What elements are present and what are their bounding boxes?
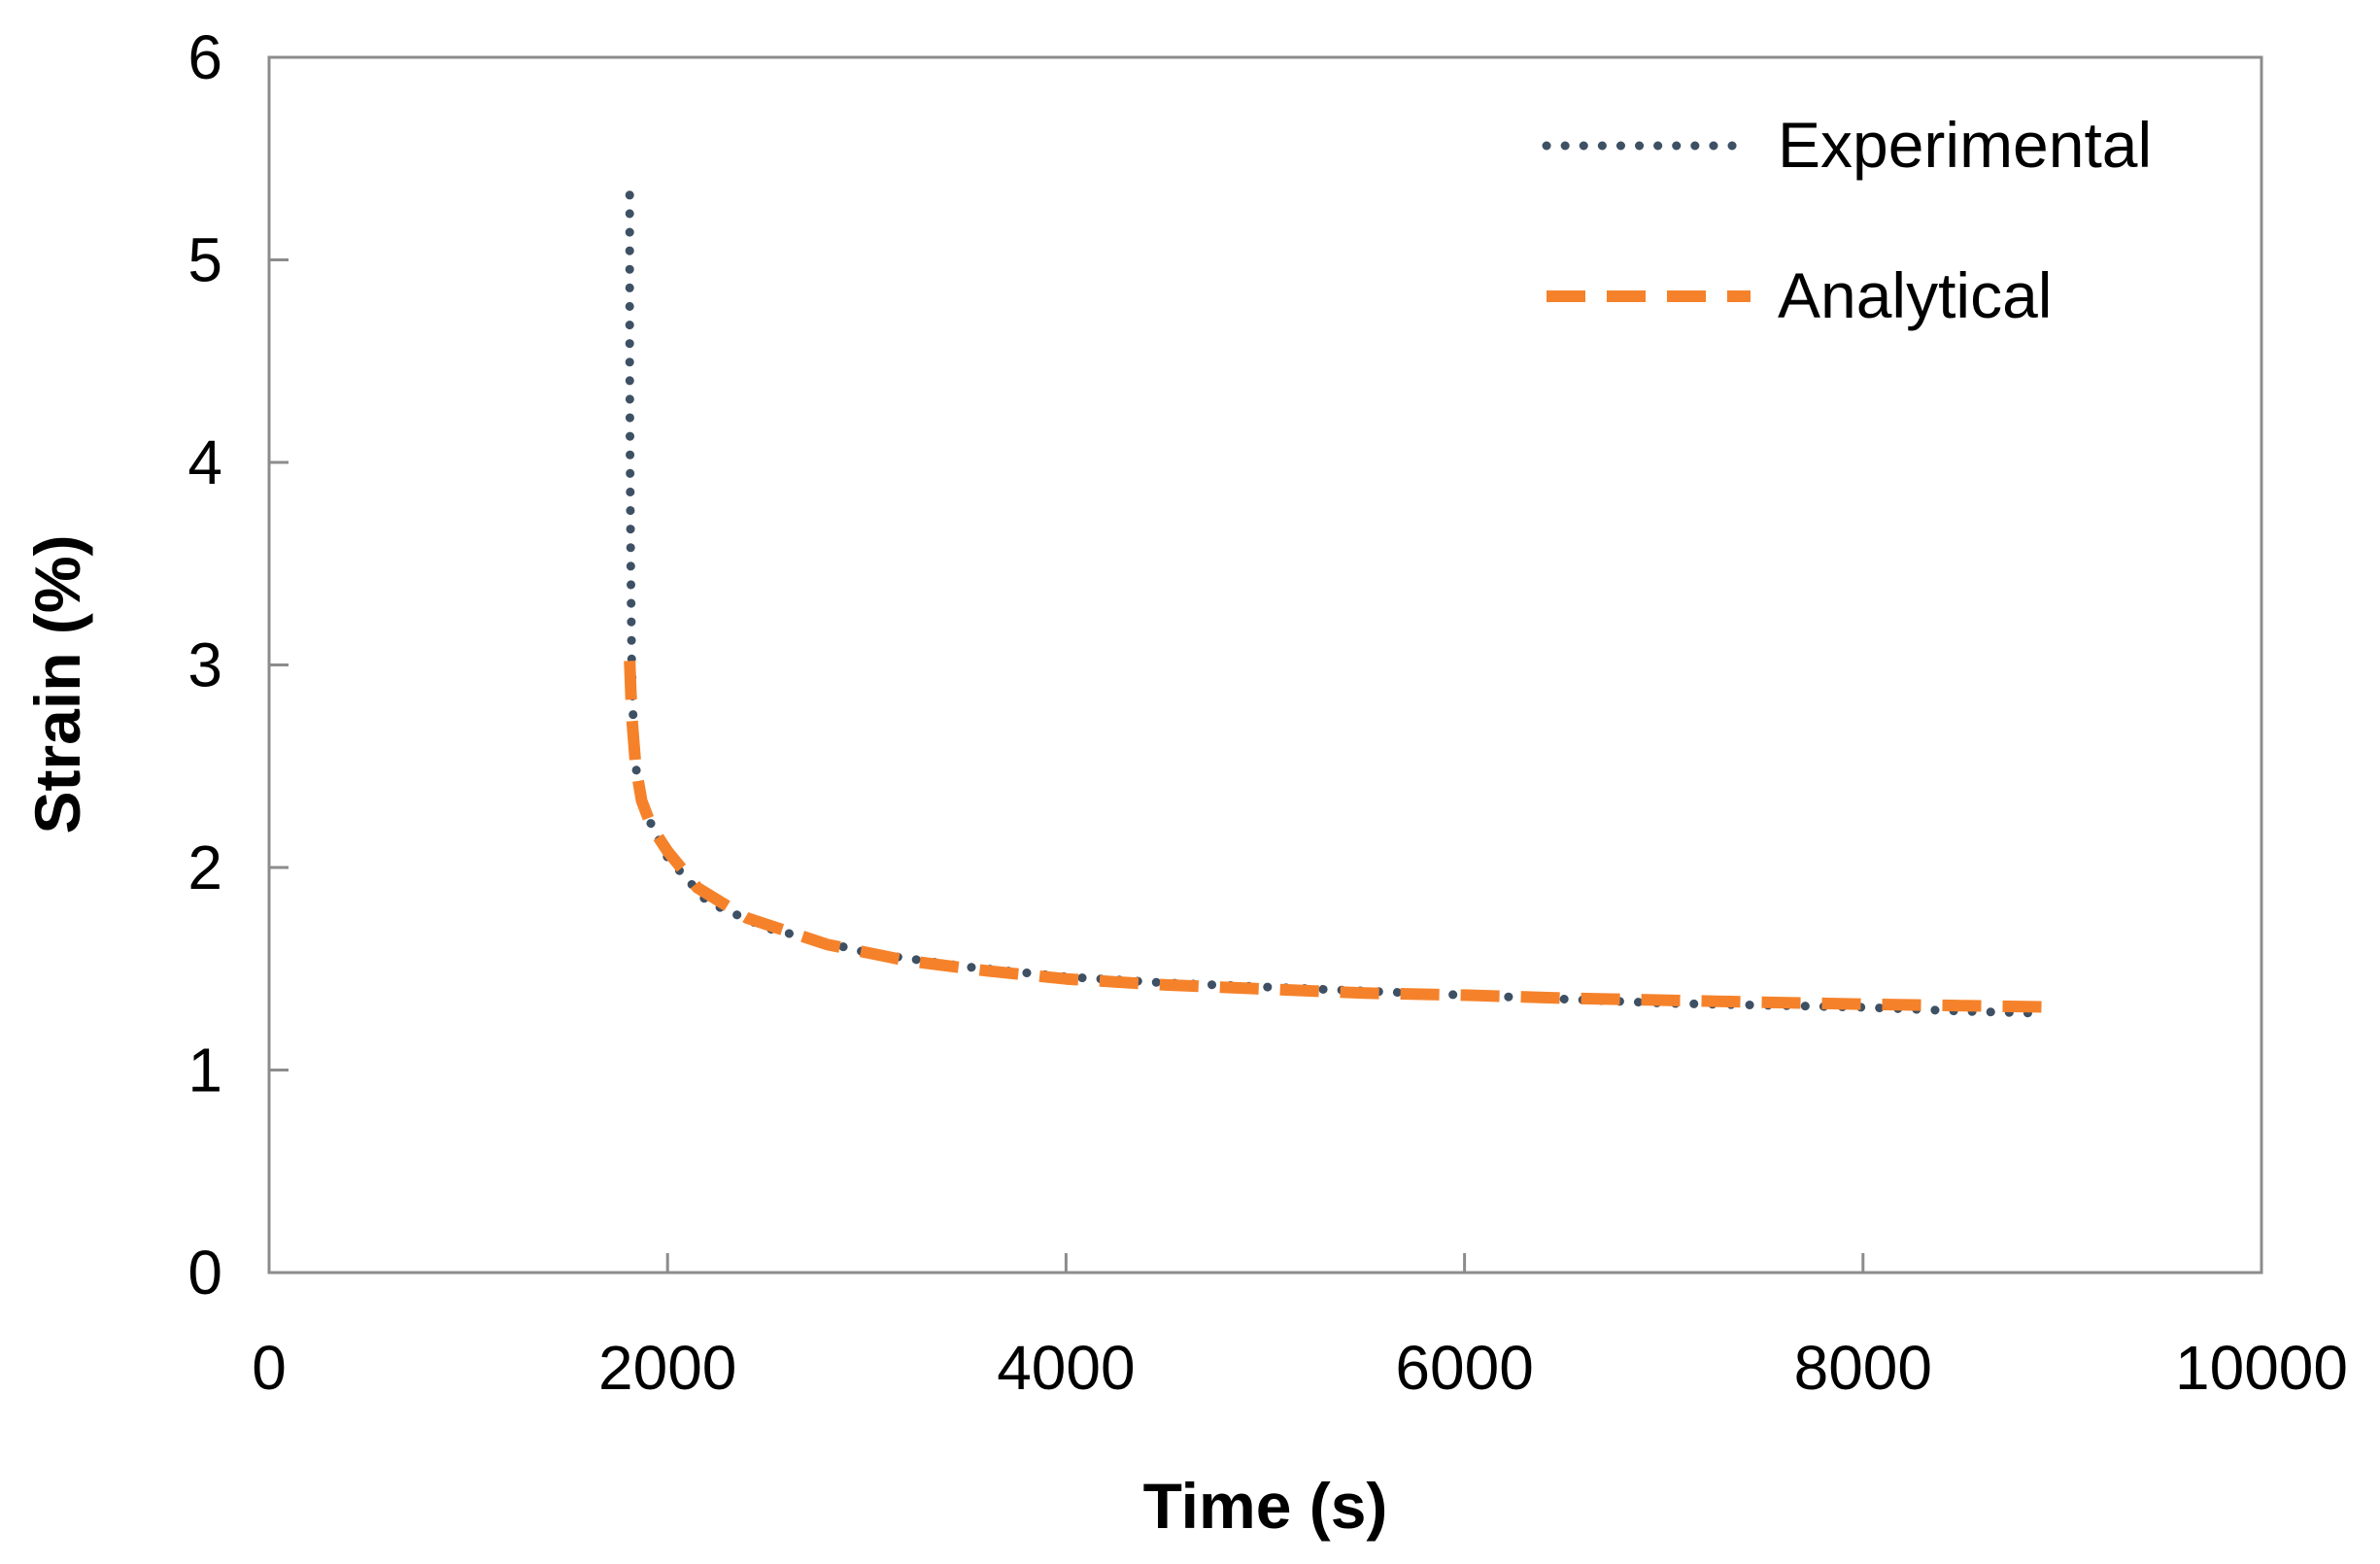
x-tick-label: 10000 <box>2175 1333 2348 1403</box>
x-tick-label: 2000 <box>598 1333 736 1403</box>
y-tick-label: 6 <box>187 22 222 92</box>
series-line-analytical <box>624 661 2062 1013</box>
y-tick-label: 1 <box>187 1036 222 1105</box>
y-axis-title: Strain (%) <box>21 534 93 833</box>
x-tick-label: 4000 <box>997 1333 1135 1403</box>
y-tick-label: 3 <box>187 630 222 700</box>
y-tick-label: 5 <box>187 225 222 295</box>
x-axis-ticks: 0 2000 4000 6000 8000 10000 <box>252 1253 2348 1403</box>
y-tick-label: 0 <box>187 1238 222 1308</box>
legend: Experimental Analytical <box>1542 109 2152 331</box>
series-line-experimental <box>625 190 2047 1018</box>
x-tick-label: 0 <box>252 1333 287 1403</box>
y-tick-label: 4 <box>187 427 222 497</box>
x-tick-label: 8000 <box>1794 1333 1932 1403</box>
plot-area-border <box>267 55 2263 1275</box>
y-axis-ticks: 0 1 2 3 4 5 6 <box>187 22 289 1308</box>
legend-label-experimental: Experimental <box>1778 109 2152 181</box>
y-tick-label: 2 <box>187 833 222 902</box>
x-axis-title: Time (s) <box>1143 1470 1388 1542</box>
legend-label-analytical: Analytical <box>1778 259 2052 331</box>
series-layer <box>624 190 2062 1018</box>
plot-frame <box>267 55 2263 1275</box>
x-tick-label: 6000 <box>1395 1333 1533 1403</box>
